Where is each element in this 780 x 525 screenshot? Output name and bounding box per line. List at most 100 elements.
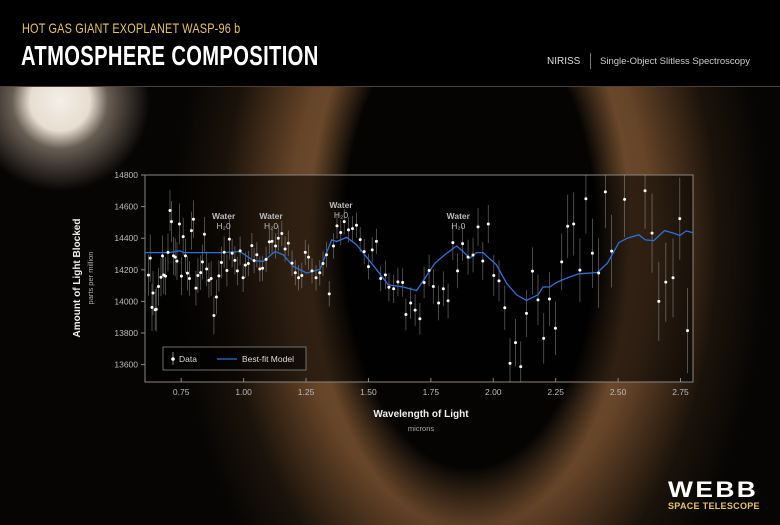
data-point — [492, 273, 496, 277]
data-point — [290, 261, 294, 265]
y-tick-label: 14000 — [114, 296, 138, 306]
data-point — [524, 311, 528, 315]
water-formula: H₂0 — [451, 221, 465, 231]
data-point — [339, 231, 343, 235]
data-point — [584, 197, 588, 201]
header: HOT GAS GIANT EXOPLANET WASP-96 b ATMOSP… — [0, 0, 780, 87]
water-annotation: Water — [212, 211, 236, 221]
data-point — [466, 255, 470, 259]
data-point — [148, 256, 152, 260]
data-point — [241, 276, 245, 280]
data-point — [293, 271, 297, 275]
data-point — [358, 238, 362, 242]
subtitle: HOT GAS GIANT EXOPLANET WASP-96 b — [22, 20, 241, 36]
data-point — [379, 277, 383, 280]
data-point — [335, 224, 339, 228]
x-tick-label: 1.00 — [235, 387, 252, 397]
data-point — [566, 224, 570, 228]
legend-model-label: Best-fit Model — [242, 354, 294, 364]
legend: Data Best-fit Model — [162, 346, 307, 371]
data-point — [350, 227, 354, 231]
data-point — [250, 244, 254, 248]
data-point — [513, 341, 517, 345]
data-point — [331, 244, 335, 248]
data-point — [657, 299, 661, 303]
data-point — [225, 268, 229, 272]
data-point — [297, 276, 301, 280]
x-tick-label: 1.25 — [298, 387, 315, 397]
y-tick-label: 13800 — [114, 328, 138, 338]
data-point — [650, 231, 654, 235]
water-annotation: Water — [447, 211, 471, 221]
y-tick-label: 13600 — [114, 360, 138, 370]
data-point — [168, 209, 172, 213]
x-tick-label: 1.75 — [423, 387, 440, 397]
x-tick-label: 0.75 — [173, 387, 190, 397]
data-point — [151, 291, 155, 295]
data-point — [366, 265, 370, 269]
x-tick-label: 2.25 — [547, 387, 564, 397]
data-point — [194, 286, 198, 290]
data-point — [246, 261, 250, 265]
data-point — [392, 287, 396, 291]
data-point — [219, 261, 223, 265]
legend-data-marker — [171, 357, 175, 361]
data-point — [252, 259, 256, 263]
y-tick-label: 14400 — [114, 233, 138, 243]
x-tick-label: 1.50 — [360, 387, 377, 397]
data-point — [481, 259, 485, 263]
data-point — [497, 279, 501, 283]
water-formula: H₂0 — [217, 221, 231, 231]
data-point — [163, 274, 167, 278]
data-point — [179, 274, 183, 278]
data-point — [671, 276, 675, 280]
data-point — [519, 365, 523, 369]
data-point — [374, 239, 378, 243]
data-point — [508, 361, 512, 365]
water-annotation: Water — [259, 211, 283, 221]
data-point — [238, 249, 242, 253]
data-point — [222, 250, 226, 254]
data-point — [553, 326, 557, 330]
data-point — [233, 258, 237, 262]
data-point — [383, 273, 387, 277]
data-point — [156, 285, 160, 289]
data-point — [202, 232, 206, 236]
data-point — [536, 298, 540, 302]
data-point — [214, 295, 218, 299]
data-point — [173, 255, 177, 259]
data-point — [678, 217, 682, 221]
data-point — [280, 231, 284, 235]
data-point — [150, 305, 154, 309]
data-point — [185, 271, 189, 275]
data-point — [189, 229, 193, 233]
data-point — [177, 222, 181, 226]
data-point — [303, 250, 307, 254]
data-point — [422, 280, 426, 284]
data-point — [603, 190, 607, 194]
data-point — [427, 268, 431, 272]
data-point — [212, 313, 216, 317]
data-point — [187, 277, 191, 280]
data-point — [209, 277, 213, 280]
divider — [590, 53, 591, 69]
legend-data-label: Data — [179, 354, 197, 364]
y-tick-label: 14200 — [114, 265, 138, 275]
data-point — [166, 250, 170, 254]
data-point — [451, 241, 455, 245]
mode-label: Single-Object Slitless Spectroscopy — [600, 56, 750, 67]
data-point — [159, 275, 163, 279]
data-point — [207, 278, 211, 282]
data-point — [261, 266, 265, 270]
data-point — [342, 220, 346, 224]
water-annotation: Water — [329, 200, 353, 210]
data-point — [597, 271, 601, 275]
data-point — [354, 223, 358, 227]
data-point — [227, 237, 231, 241]
data-point — [169, 220, 173, 224]
data-point — [530, 269, 534, 273]
data-point — [160, 254, 164, 258]
data-point — [461, 242, 465, 246]
data-point — [154, 307, 158, 311]
